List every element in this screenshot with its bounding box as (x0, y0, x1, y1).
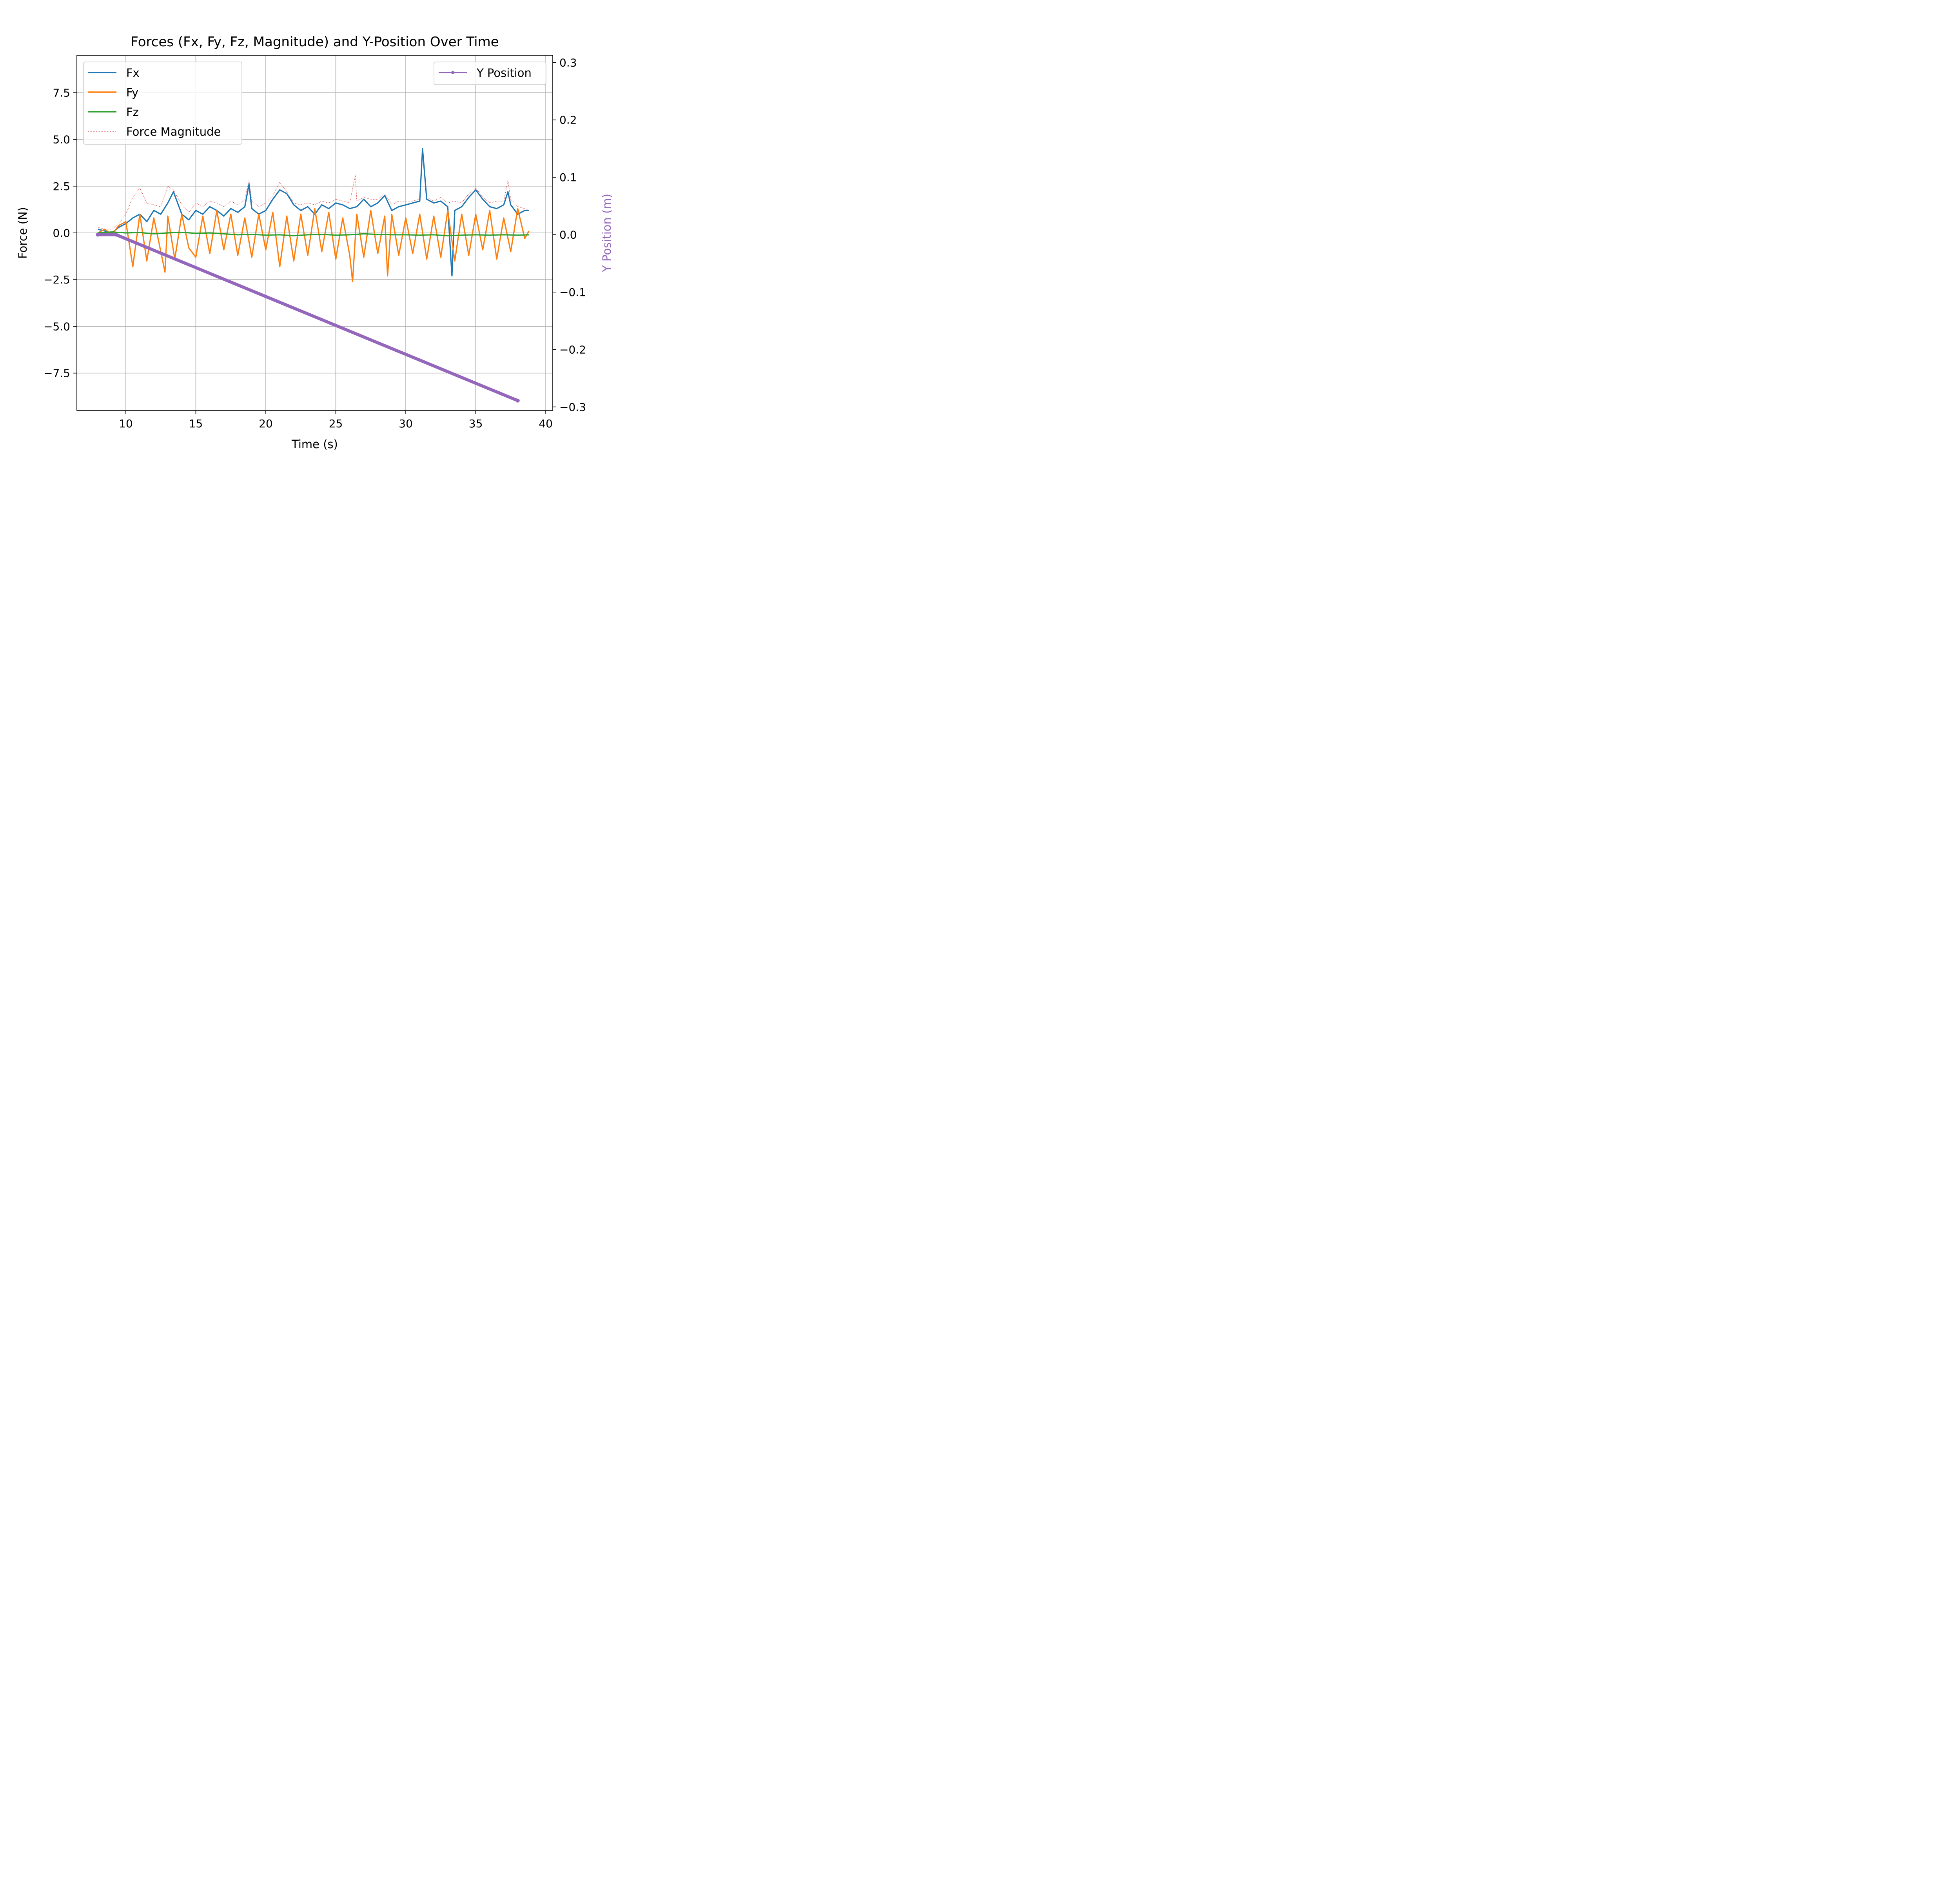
legend-label-fy: Fy (126, 86, 138, 99)
y-tick-label: −5.0 (44, 320, 70, 333)
legend-left-box (83, 62, 242, 145)
x-tick-label: 40 (539, 417, 553, 430)
y-tick-label: 5.0 (53, 133, 70, 146)
legend-left: Fx Fy Fz Force Magnitude (83, 62, 242, 145)
legend-label-fz: Fz (126, 105, 139, 119)
series-line-fx (98, 148, 529, 277)
series-point-y-position (515, 398, 520, 403)
chart-title: Forces (Fx, Fy, Fz, Magnitude) and Y-Pos… (131, 34, 499, 50)
grid (77, 55, 553, 411)
legend-label-y-position: Y Position (476, 66, 532, 80)
y-axis-right: −0.3 −0.2 −0.1 0.0 0.1 0.2 0.3 (553, 56, 586, 414)
y2-axis-label: Y Position (m) (600, 194, 613, 272)
legend-right: Y Position (434, 62, 546, 85)
x-tick-label: 10 (119, 417, 133, 430)
x-tick-label: 15 (189, 417, 203, 430)
series-layer (96, 148, 530, 403)
y-tick-label: −7.5 (44, 367, 70, 380)
x-tick-label: 20 (259, 417, 273, 430)
y2-tick-label: −0.2 (559, 343, 586, 356)
series-line-fy (97, 208, 530, 282)
legend-marker-y-position (451, 71, 454, 74)
y-tick-label: 0.0 (53, 227, 70, 240)
series-point-y-position (96, 233, 100, 237)
x-tick-label: 25 (329, 417, 343, 430)
x-axis-label: Time (s) (291, 438, 338, 451)
y-axis-label: Force (N) (16, 207, 29, 259)
y-axis-left: −7.5 −5.0 −2.5 0.0 2.5 5.0 7.5 (44, 86, 77, 380)
series-point-y-position (114, 233, 118, 237)
y-tick-label: 2.5 (53, 180, 70, 193)
y-tick-label: −2.5 (44, 273, 70, 286)
y2-tick-label: −0.3 (559, 401, 586, 414)
y2-tick-label: 0.3 (559, 56, 577, 69)
x-tick-label: 30 (399, 417, 413, 430)
y-tick-label: 7.5 (53, 86, 70, 99)
legend-label-force-magnitude: Force Magnitude (126, 125, 221, 138)
legend-right-box (434, 62, 546, 85)
series-line-force-magnitude (98, 148, 529, 229)
series-line-fz (98, 231, 529, 236)
y2-tick-label: −0.1 (559, 286, 586, 299)
y2-tick-label: 0.2 (559, 114, 577, 127)
x-axis: 10 15 20 25 30 35 40 (119, 411, 553, 430)
legend-label-fx: Fx (126, 66, 140, 80)
y2-tick-label: 0.1 (559, 171, 577, 184)
x-tick-label: 35 (469, 417, 483, 430)
y2-tick-label: 0.0 (559, 229, 577, 242)
chart: Forces (Fx, Fy, Fz, Magnitude) and Y-Pos… (0, 0, 615, 461)
